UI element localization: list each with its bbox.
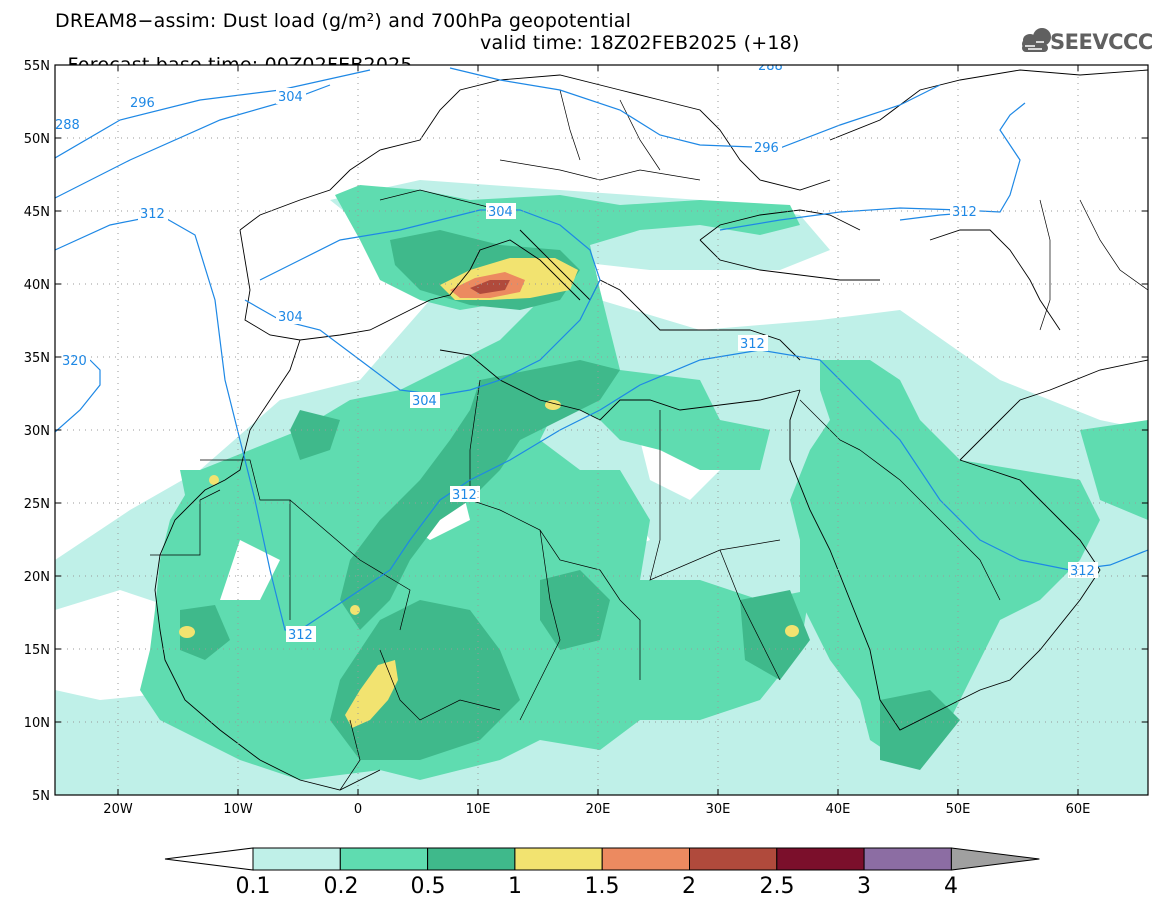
legend-swatch-below xyxy=(164,847,254,871)
lat-label: 40N xyxy=(24,278,50,293)
longitude-labels: 20W 10W 0 10E 20E 30E 40E 50E 60E xyxy=(103,802,1090,817)
legend-swatch xyxy=(776,847,865,871)
legend-swatch xyxy=(252,847,341,871)
lat-label: 50N xyxy=(24,132,50,147)
contour-label: 304 xyxy=(488,205,513,220)
legend-labels: 0.1 0.2 0.5 1 1.5 2 2.5 3 4 xyxy=(236,874,959,899)
legend-swatch xyxy=(339,847,429,871)
lon-label: 0 xyxy=(354,802,362,817)
contour-label: 312 xyxy=(288,628,313,643)
contour-label: 304 xyxy=(278,90,303,105)
lon-label: 30E xyxy=(706,802,731,817)
contour-label: 296 xyxy=(130,96,155,111)
axis-ticks xyxy=(55,64,1148,796)
lat-label: 20N xyxy=(24,570,50,585)
latitude-labels: 55N 50N 45N 40N 35N 30N 25N 20N 15N 10N … xyxy=(24,59,50,804)
lon-label: 10E xyxy=(466,802,491,817)
contour-label: 288 xyxy=(758,59,783,74)
contour-label: 304 xyxy=(278,310,303,325)
legend-label: 4 xyxy=(944,874,958,899)
lon-label: 60E xyxy=(1066,802,1091,817)
lon-label: 20E xyxy=(586,802,611,817)
graticule xyxy=(55,65,1148,795)
contour-label: 312 xyxy=(740,337,765,352)
lat-label: 15N xyxy=(24,643,50,658)
lat-label: 5N xyxy=(32,789,50,804)
lon-label: 10W xyxy=(223,802,253,817)
lat-label: 30N xyxy=(24,424,50,439)
legend-swatch-above xyxy=(950,847,1040,871)
contour-label: 312 xyxy=(452,488,477,503)
legend-swatch xyxy=(689,847,778,871)
cloud-icon xyxy=(1022,28,1051,52)
legend-swatches xyxy=(164,847,1040,871)
valid-time: valid time: 18Z02FEB2025 (+18) xyxy=(480,32,800,54)
contour-label: 320 xyxy=(62,354,87,369)
legend-label: 2.5 xyxy=(760,874,795,899)
contour-label: 312 xyxy=(1070,564,1095,579)
contour-label: 304 xyxy=(412,394,437,409)
contour-label: 312 xyxy=(952,205,977,220)
lat-label: 25N xyxy=(24,497,50,512)
lat-label: 55N xyxy=(24,59,50,74)
legend-swatch xyxy=(601,847,691,871)
legend-swatch xyxy=(427,847,516,871)
legend-swatch xyxy=(863,847,952,871)
contour-label: 296 xyxy=(754,141,779,156)
legend-label: 0.5 xyxy=(411,874,446,899)
legend-label: 2 xyxy=(682,874,696,899)
lon-label: 40E xyxy=(826,802,851,817)
lat-label: 10N xyxy=(24,716,50,731)
contour-labels: 296 304 312 304 304 312 312 312 296 304 … xyxy=(55,59,1098,643)
legend-label: 0.2 xyxy=(324,874,359,899)
lon-label: 20W xyxy=(103,802,133,817)
logo-text: SEEVCCC xyxy=(1050,30,1153,54)
legend-label: 1.5 xyxy=(585,874,620,899)
legend-label: 0.1 xyxy=(236,874,271,899)
legend-swatch xyxy=(514,847,603,871)
lon-label: 50E xyxy=(946,802,971,817)
borders xyxy=(150,89,1148,791)
contour-label: 288 xyxy=(55,118,80,133)
map-title: DREAM8−assim: Dust load (g/m²) and 700hP… xyxy=(55,10,632,32)
legend-label: 3 xyxy=(857,874,871,899)
lat-label: 35N xyxy=(24,351,50,366)
contour-label: 312 xyxy=(140,207,165,222)
lat-label: 45N xyxy=(24,205,50,220)
legend-label: 1 xyxy=(508,874,522,899)
